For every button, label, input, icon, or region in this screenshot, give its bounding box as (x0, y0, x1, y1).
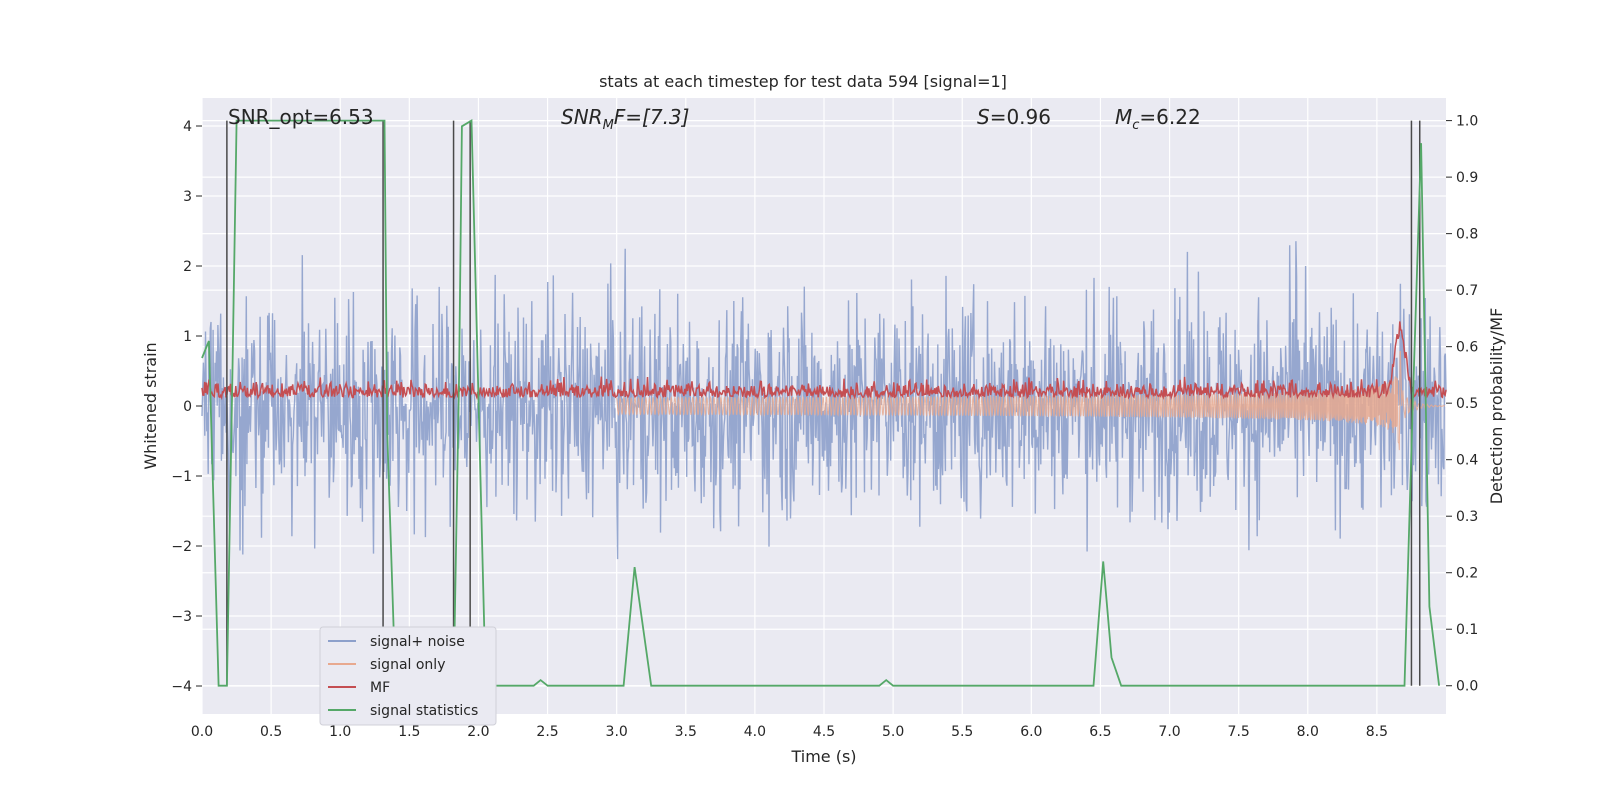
mc-sub: c (1132, 118, 1139, 133)
chart-title: stats at each timestep for test data 594… (599, 72, 1007, 91)
y-right-tick-label: 0.6 (1456, 340, 1478, 356)
x-tick-label: 2.5 (536, 724, 558, 740)
x-tick-label: 5.0 (882, 724, 904, 740)
y-right-tick-label: 1.0 (1456, 114, 1478, 130)
x-tick-label: 3.5 (675, 724, 697, 740)
noise-series (201, 241, 1447, 560)
stats-line (201, 119, 1440, 687)
y-right-tick-labels: 1.0 0.9 0.8 0.7 0.6 0.5 0.4 0.3 0.2 0.1 0.0 (1446, 114, 1478, 695)
y-right-tick-label: 0.3 (1456, 509, 1478, 525)
y-right-tick-label: 0.7 (1456, 283, 1478, 299)
snr-mf-sub: M (603, 118, 614, 133)
legend: signal+ noise signal only MF signal stat… (319, 626, 497, 726)
x-tick-label: 6.0 (1020, 724, 1042, 740)
y-tick-label: −2 (171, 539, 192, 555)
snr-mf-main: SNR (561, 105, 603, 129)
x-tick-label: 2.0 (467, 724, 489, 740)
y-tick-label: −1 (171, 469, 192, 485)
y-right-axis-label: Detection probability/MF (1487, 308, 1506, 505)
x-axis-label: Time (s) (790, 747, 856, 766)
y-tick-label: 3 (183, 189, 192, 205)
x-tick-label: 0.0 (191, 724, 213, 740)
signal-line (616, 351, 1446, 451)
y-right-tick-label: 0.0 (1456, 679, 1478, 695)
x-tick-label: 5.5 (951, 724, 973, 740)
y-tick-label: −4 (171, 679, 192, 695)
noise-line (201, 241, 1447, 560)
y-right-tick-label: 0.1 (1456, 622, 1478, 638)
y-tick-label: 4 (183, 119, 192, 135)
legend-label-signal: signal only (370, 657, 445, 673)
x-tick-labels: 0.0 0.5 1.0 1.5 2.0 2.5 3.0 3.5 4.0 4.5 5.0 5.5 6.0 6… (191, 724, 1388, 740)
y-axis-label: Whitened strain (141, 342, 160, 469)
legend-box (319, 626, 497, 726)
snr-mf-rest: F=[7.3] (614, 105, 690, 129)
y-tick-label: 0 (183, 399, 192, 415)
y-right-tick-label: 0.9 (1456, 170, 1478, 186)
snr-mf-annotation: SNRMF=[7.3] (561, 105, 689, 133)
s-main: S (977, 105, 990, 129)
x-tick-label: 7.0 (1158, 724, 1180, 740)
x-tick-label: 1.5 (398, 724, 420, 740)
vertical-markers (226, 120, 1421, 686)
signal-series (616, 351, 1446, 451)
legend-label-stats: signal statistics (370, 703, 478, 719)
x-tick-label: 7.5 (1228, 724, 1250, 740)
x-tick-label: 4.5 (813, 724, 835, 740)
y-right-tick-label: 0.4 (1456, 453, 1478, 469)
x-tick-label: 6.5 (1089, 724, 1111, 740)
stats-series (201, 119, 1440, 687)
s-rest: =0.96 (990, 105, 1051, 129)
y-tick-label: 2 (183, 259, 192, 275)
y-right-tick-label: 0.8 (1456, 227, 1478, 243)
mc-main: M (1115, 105, 1132, 129)
x-tick-label: 3.0 (606, 724, 628, 740)
y-tick-labels: 4 3 2 1 0 −1 −2 −3 −4 (171, 119, 202, 695)
legend-label-noise: signal+ noise (370, 634, 465, 650)
mf-line (201, 321, 1447, 401)
snr-opt-annotation: SNR_opt=6.53 (228, 105, 374, 129)
mc-rest: =6.22 (1139, 105, 1200, 129)
x-tick-label: 1.0 (329, 724, 351, 740)
mc-annotation: Mc=6.22 (1115, 105, 1201, 133)
mf-series (201, 321, 1447, 401)
s-annotation: S=0.96 (977, 105, 1051, 129)
y-right-tick-label: 0.5 (1456, 396, 1478, 412)
y-tick-label: −3 (171, 609, 192, 625)
y-tick-label: 1 (183, 329, 192, 345)
y-right-tick-label: 0.2 (1456, 566, 1478, 582)
x-tick-label: 4.0 (744, 724, 766, 740)
legend-label-mf: MF (370, 680, 390, 696)
x-tick-label: 0.5 (260, 724, 282, 740)
x-tick-label: 8.0 (1297, 724, 1319, 740)
x-tick-label: 8.5 (1366, 724, 1388, 740)
